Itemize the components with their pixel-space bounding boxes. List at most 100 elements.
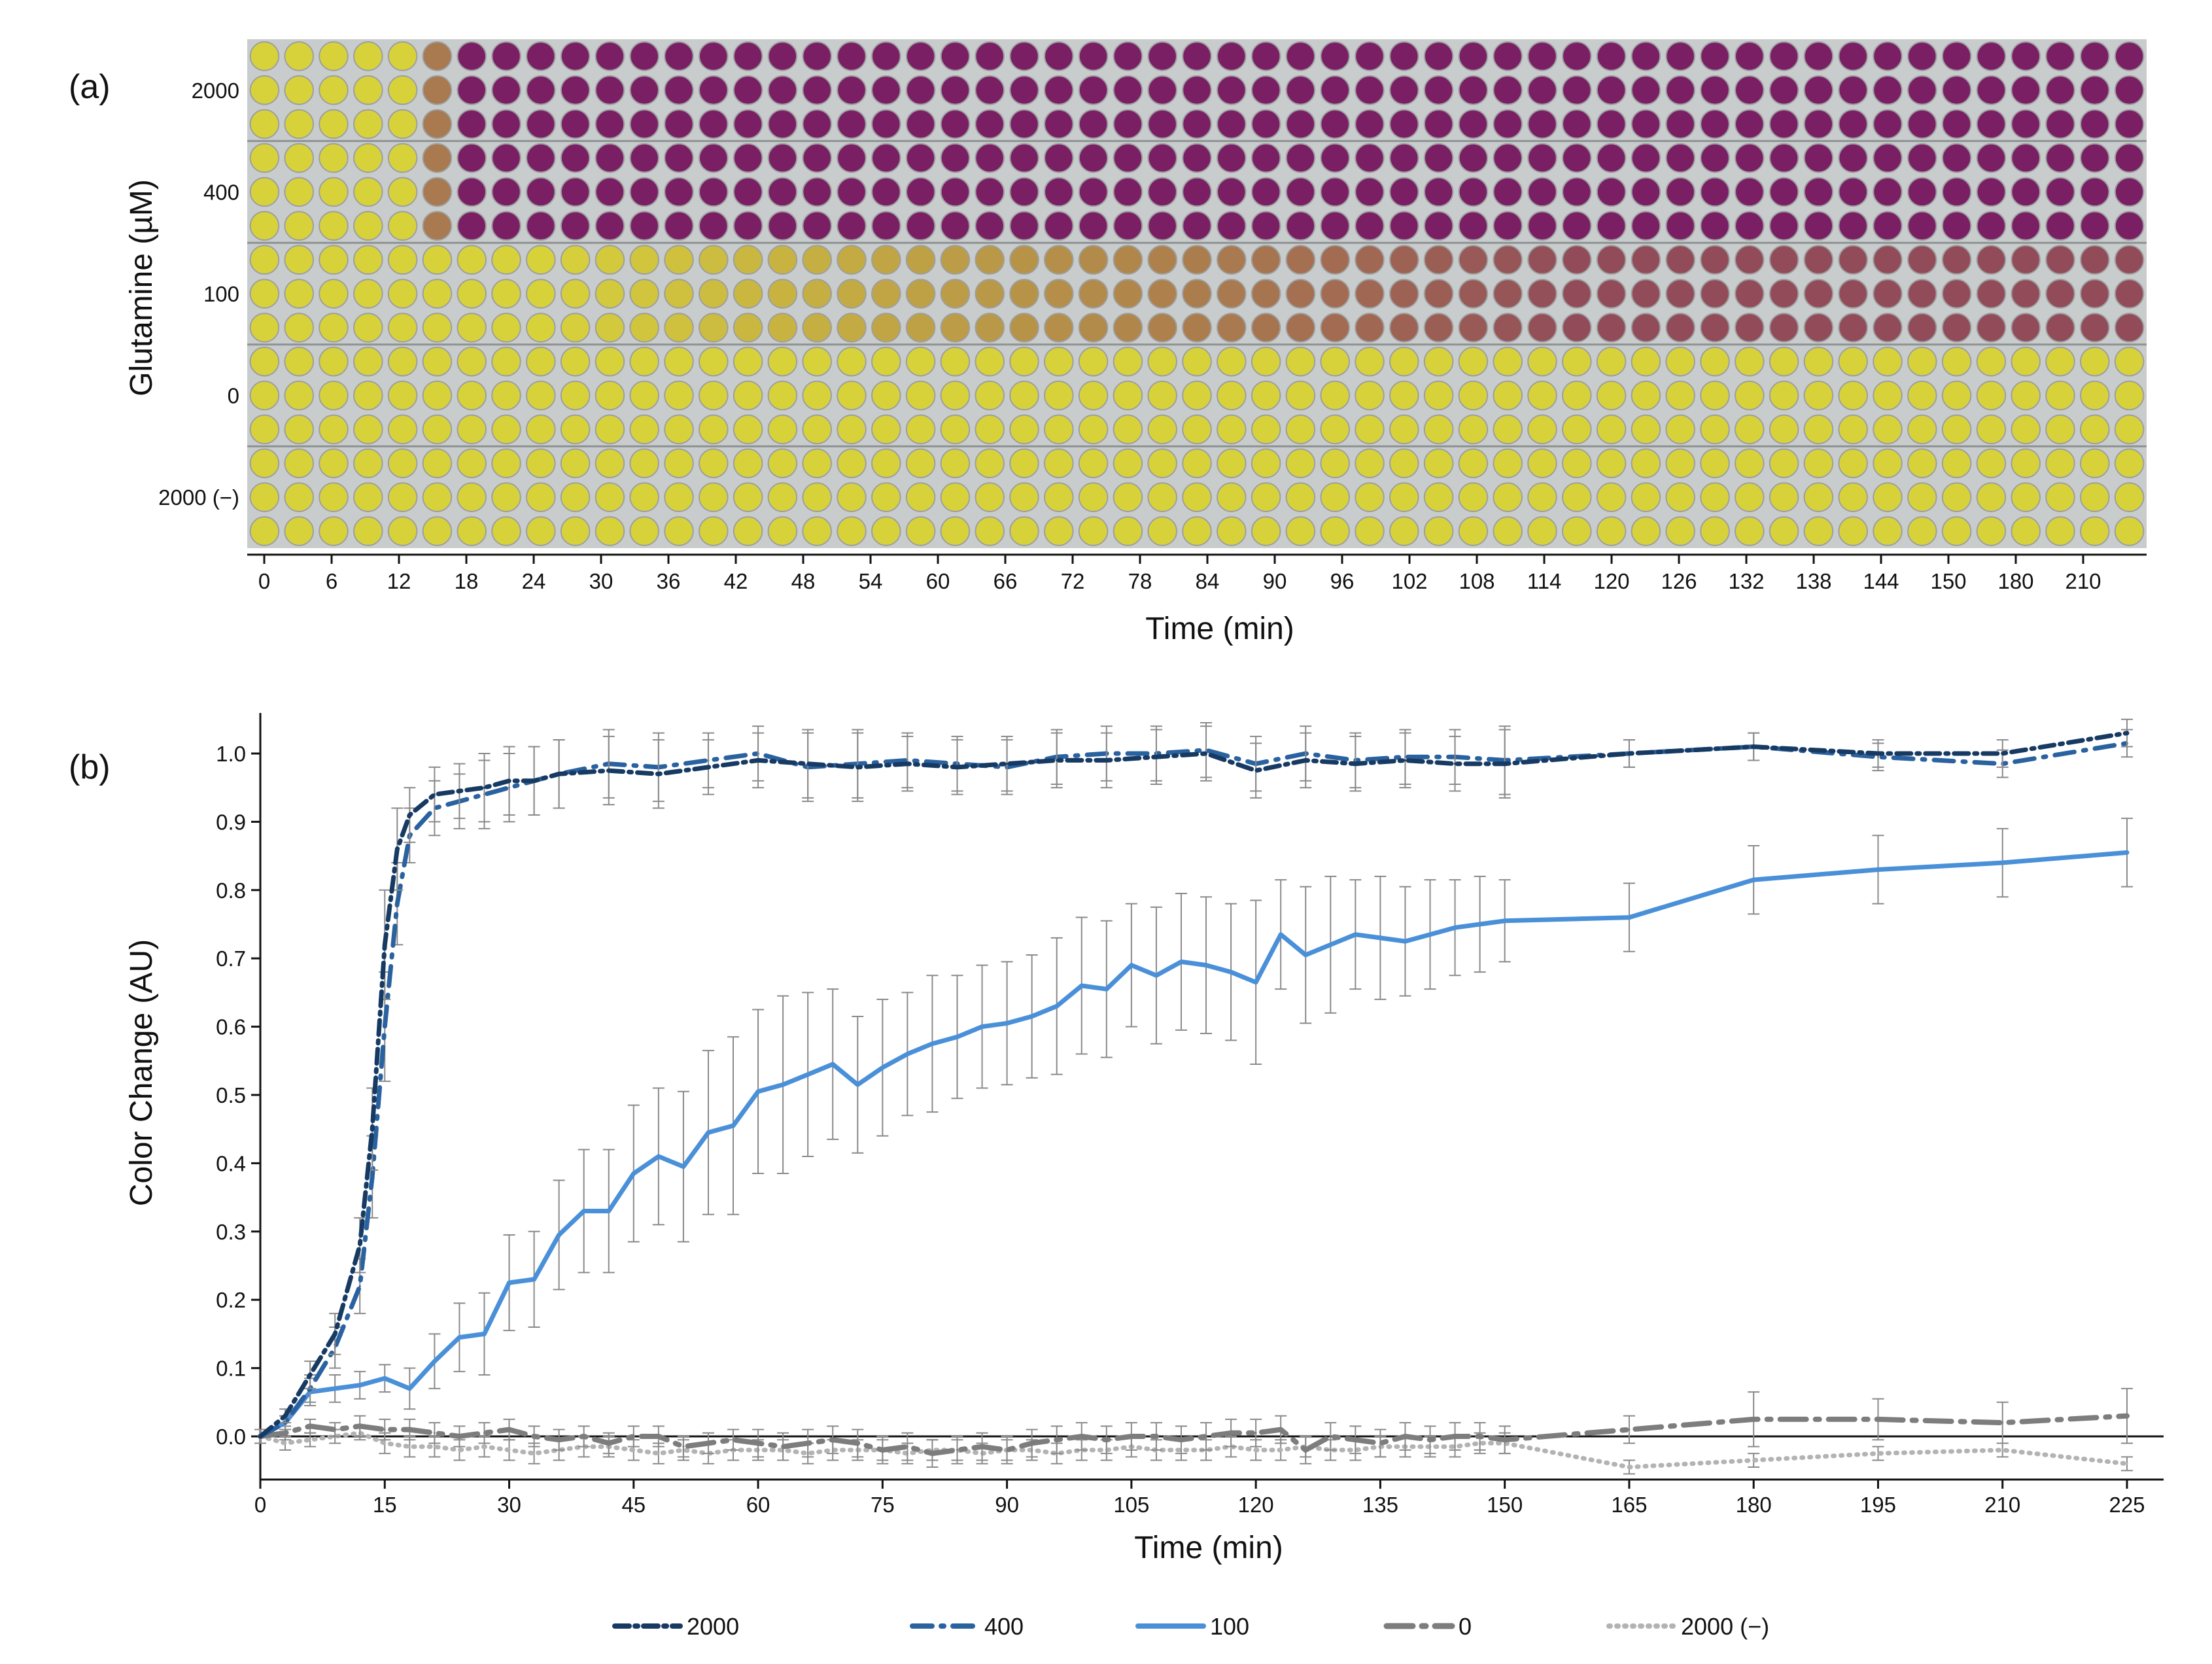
well [1113,41,1143,71]
well [802,75,832,105]
well [1735,245,1765,275]
well [284,482,314,512]
data-point [358,1384,361,1387]
well [733,380,763,411]
well [1769,279,1799,309]
well [1285,245,1316,275]
well [1113,177,1143,207]
well [940,177,971,207]
well [1078,482,1109,512]
well [1976,279,2007,309]
well [1873,41,1903,71]
well [1769,211,1799,241]
data-point [2126,732,2128,735]
well [1665,516,1695,546]
well [1355,516,1385,546]
data-point [1752,878,1755,881]
well [284,516,314,546]
well [1285,313,1316,343]
well [1389,41,1419,71]
well [767,245,798,275]
panel-b-x-tick-label: 90 [995,1493,1019,1517]
well [526,75,556,105]
well [387,41,418,71]
legend-label: 100 [1210,1613,1249,1640]
panel-b-axes: 0.0 0.1 0.2 0.3 0.4 0.5 0.6 0.7 0.8 0.9 1.0 0 15 30 45… [216,713,2164,1517]
well [457,245,487,275]
well [871,75,901,105]
well [1251,245,1281,275]
data-point [1504,763,1506,765]
series-line [258,740,2130,1439]
well [1147,346,1177,377]
panel-b-x-tick-label: 15 [373,1493,397,1517]
data-point [657,772,660,775]
well [284,211,314,241]
data-point [682,1166,685,1168]
well [526,516,556,546]
well [457,448,487,479]
well [491,279,521,309]
data-point [558,772,561,775]
well [871,109,901,139]
well [1009,41,1039,71]
data-point [334,1332,336,1335]
well [1423,41,1454,71]
data-point [284,1415,286,1417]
well [905,211,936,241]
well [940,380,971,411]
series-100 [254,818,2133,1444]
well [1217,482,1247,512]
well [319,177,349,207]
well [1044,448,1074,479]
well [1838,75,1868,105]
data-point [383,943,386,946]
well [422,380,453,411]
well [1217,245,1247,275]
well [1735,177,1765,207]
data-point [682,1446,685,1448]
well [1251,313,1281,343]
well [1113,448,1143,479]
well [2045,448,2075,479]
well [1631,143,1661,173]
well [457,313,487,343]
well [1389,346,1419,377]
well [422,143,453,173]
well [249,380,280,411]
well [1700,448,1730,479]
data-point [1354,763,1357,765]
well [1803,346,1834,377]
well [319,482,349,512]
well [1976,448,2007,479]
well [1803,177,1834,207]
panel-a-x-tick-label: 210 [2065,569,2101,593]
well [699,313,729,343]
well [1251,279,1281,309]
well [1044,279,1074,309]
well [2114,279,2145,309]
well [905,177,936,207]
well [1665,346,1695,377]
data-point [906,763,908,765]
well [1562,279,1592,309]
well [1355,414,1385,445]
data-point [2001,752,2004,755]
well [526,41,556,71]
well [1285,516,1316,546]
well [319,245,349,275]
well [2114,380,2145,411]
data-point [408,814,411,816]
well [560,41,591,71]
well [1735,41,1765,71]
well [1285,109,1316,139]
data-point [657,1452,660,1455]
well [560,414,591,445]
well [1838,41,1868,71]
well [1217,41,1247,71]
well [629,414,659,445]
well [422,41,453,71]
well [837,41,867,71]
well [1078,346,1109,377]
well [1700,482,1730,512]
